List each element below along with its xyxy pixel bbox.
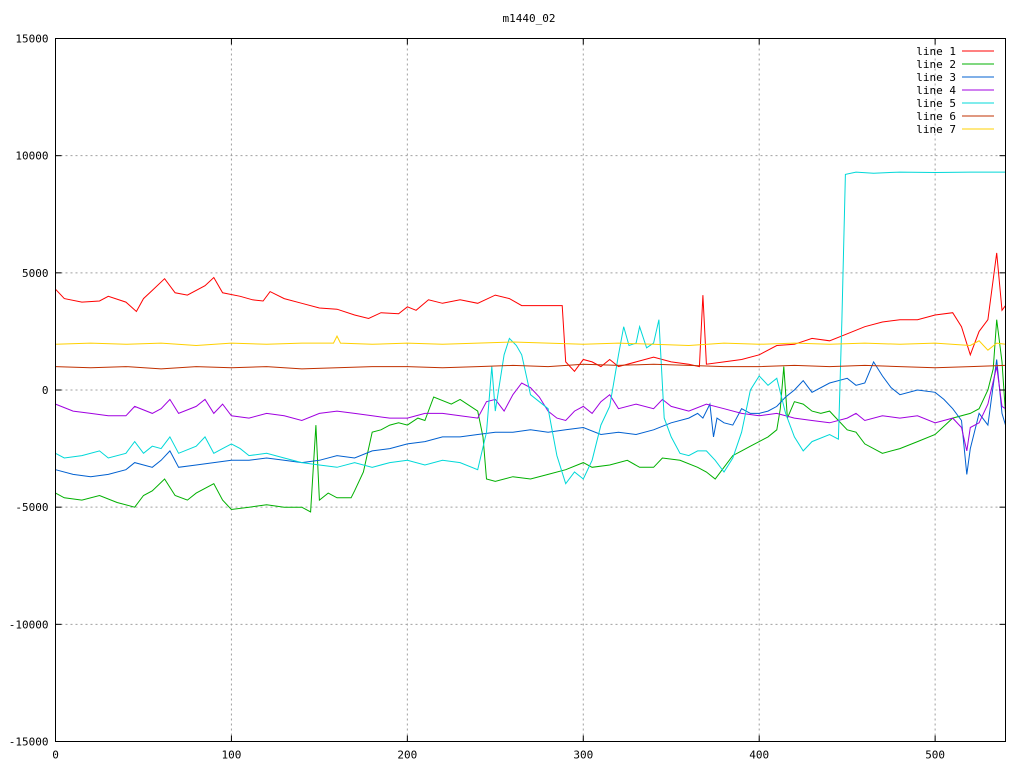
legend-label-3: line 3 xyxy=(916,71,956,84)
legend-label-6: line 6 xyxy=(916,110,956,123)
series-line-3 xyxy=(55,359,1006,478)
y-tick-label: -5000 xyxy=(15,501,48,514)
legend-label-5: line 5 xyxy=(916,97,956,110)
y-tick-label: -15000 xyxy=(9,736,49,749)
x-tick-label: 200 xyxy=(397,749,417,762)
chart-title: m1440_02 xyxy=(503,12,556,25)
x-tick-label: 500 xyxy=(925,749,945,762)
y-tick-label: 5000 xyxy=(22,267,49,280)
y-tick-label: 0 xyxy=(42,384,49,397)
y-tick-label: -10000 xyxy=(9,618,49,631)
axes: -15000 -10000 -5000 0 5000 10000 15000 0 100 200 3… xyxy=(9,33,1006,762)
series-line-6 xyxy=(55,363,1006,370)
y-tick-label: 10000 xyxy=(15,150,48,163)
x-tick-label: 0 xyxy=(52,749,59,762)
legend-label-2: line 2 xyxy=(916,58,956,71)
series-line-1 xyxy=(55,252,1006,373)
series-line-5 xyxy=(55,171,1006,485)
x-tick-label: 100 xyxy=(221,749,241,762)
plot-series xyxy=(55,171,1006,513)
legend-label-1: line 1 xyxy=(916,45,956,58)
x-tick-label: 400 xyxy=(749,749,769,762)
series-line-4 xyxy=(55,366,1006,452)
legend-label-7: line 7 xyxy=(916,123,956,136)
series-line-2 xyxy=(55,319,1006,513)
grid-lines xyxy=(55,38,1006,742)
series-line-7 xyxy=(55,334,1006,351)
x-tick-label: 300 xyxy=(573,749,593,762)
legend-label-4: line 4 xyxy=(916,84,956,97)
y-tick-label: 15000 xyxy=(15,33,48,46)
